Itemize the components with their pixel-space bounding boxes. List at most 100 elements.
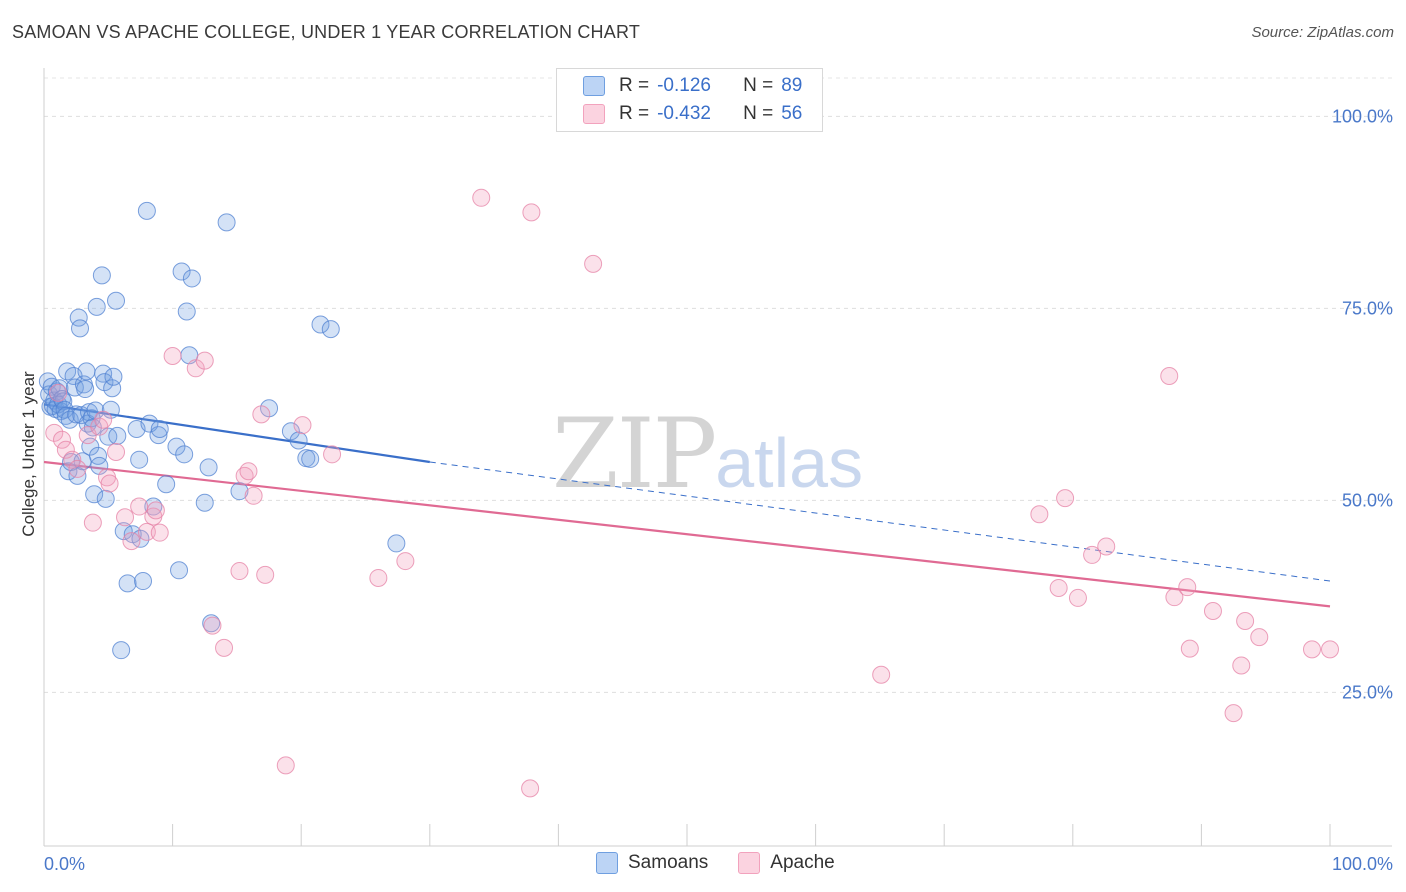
apache-point [1236,611,1255,630]
samoans-point [58,362,77,381]
apache-point [1203,601,1222,620]
x-tick-label-min: 0.0% [44,854,85,874]
legend-n-label: N = [743,75,774,96]
legend-row-samoans: R = -0.126 N = 89 [583,73,802,99]
samoans-swatch [583,76,605,96]
samoans-point [289,431,308,450]
apache-swatch [738,852,761,874]
apache-point [256,565,275,584]
tick-labels: 25.0% 50.0% 75.0% 100.0% 0.0% 100.0% [44,106,1393,874]
samoans-point [130,450,149,469]
trend-lines [43,403,1331,608]
apache-point [1302,640,1321,659]
samoans-point [101,400,120,419]
apache-point [83,513,102,532]
samoans-point [137,201,156,220]
apache-point [252,405,271,424]
samoans-point [118,574,137,593]
samoans-point [149,426,168,445]
apache-point [239,462,258,481]
apache-point [163,347,182,366]
apache-point [116,508,135,527]
samoans-point [134,572,153,591]
apache-point [1068,588,1087,607]
samoans-point [217,213,236,232]
apache-point [137,522,156,541]
samoans-point [87,297,106,316]
series-legend-samoans[interactable]: Samoans [596,852,708,874]
samoans-trend-extension [429,461,1331,582]
samoans-point [199,458,218,477]
apache-point [146,501,165,520]
samoans-point [76,380,95,399]
apache-point [130,497,149,516]
apache-point [244,486,263,505]
samoans-point [89,446,108,465]
apache-point [584,254,603,273]
samoans-point [81,437,100,456]
samoans-point [301,449,320,468]
legend-r-label: R = [619,103,650,124]
samoans-point [170,561,189,580]
series-legend-apache[interactable]: Apache [738,852,835,874]
apache-point [472,188,491,207]
apache-point [1165,588,1184,607]
apache-point [1056,489,1075,508]
apache-point [522,203,541,222]
apache-point [195,351,214,370]
apache-point [396,552,415,571]
apache-point [63,450,82,469]
apache-point [49,383,68,402]
apache-point [323,445,342,464]
chart-title: SAMOAN VS APACHE COLLEGE, UNDER 1 YEAR C… [12,22,641,42]
samoans-point [99,427,118,446]
apache-trend-line [43,460,1331,608]
apache-point [203,616,222,635]
samoans-point [150,419,169,438]
apache-point [1180,639,1199,658]
series-legend: Samoans Apache [596,852,865,874]
samoans-point [55,400,74,419]
samoans-point [195,493,214,512]
apache-point [186,359,205,378]
legend-n-value-samoans: 89 [781,75,803,96]
apache-point [1178,578,1197,597]
apache-point [56,440,75,459]
axes [43,68,1392,847]
legend-r-value-samoans: -0.126 [657,75,711,96]
watermark: ZIPatlas [552,398,864,510]
apache-point [1224,704,1243,723]
samoans-point [71,319,90,338]
legend-n-value-apache: 56 [781,103,803,124]
samoans-point [172,262,191,281]
apache-point [100,474,119,493]
x-tick-label-max: 100.0% [1332,854,1393,874]
samoans-point [107,291,126,310]
apache-point [369,568,388,587]
apache-point [53,430,72,449]
apache-point [68,459,87,478]
samoans-point [108,426,127,445]
samoans-point [182,269,201,288]
samoans-point [281,422,300,441]
samoans-trend-line [43,403,430,464]
y-tick-label: 100.0% [1332,106,1393,126]
samoans-point [157,475,176,494]
legend-r-label: R = [619,75,650,96]
apache-point [1097,537,1116,556]
samoans-point [77,362,96,381]
apache-point [1250,628,1269,647]
apache-point [215,638,234,657]
y-tick-label: 50.0% [1342,490,1393,510]
samoans-point [167,437,186,456]
legend-n-label: N = [743,103,774,124]
series-legend-label: Samoans [628,852,709,873]
samoans-point [387,534,406,553]
samoans-point [68,466,87,485]
samoans-point [103,379,122,398]
apache-point [45,423,64,442]
samoans-point [92,266,111,285]
apache-point [150,523,169,542]
apache-point [107,443,126,462]
